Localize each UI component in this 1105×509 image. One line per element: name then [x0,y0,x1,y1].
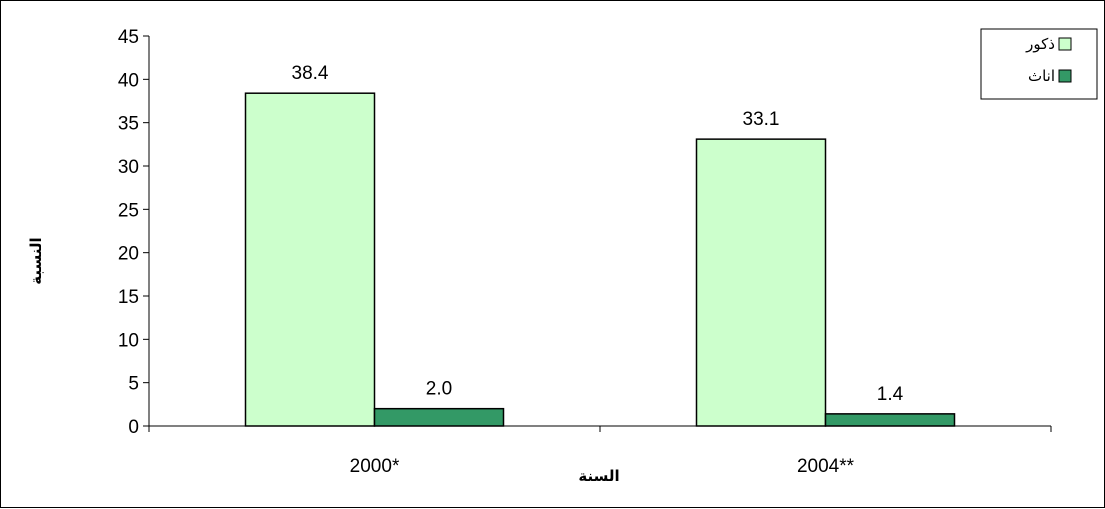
legend-label-females: اناث [1028,67,1055,85]
bar [244,92,376,427]
y-tick-label: 20 [118,244,139,265]
x-axis-title: السنة [578,467,619,485]
legend-swatch-females [1058,69,1072,83]
y-tick-label: 25 [118,200,139,221]
y-tick-label: 40 [118,70,139,91]
data-label: 2.0 [426,379,452,400]
bar [373,407,505,427]
legend-box [980,28,1098,100]
data-label: 38.4 [292,63,329,84]
data-label: 1.4 [877,384,904,405]
y-tick-label: 0 [128,417,139,438]
legend-label-males: ذكور [1025,35,1055,53]
y-tick-label: 30 [118,157,139,178]
y-axis: 0 5 10 15 20 25 30 35 40 45 [118,27,150,438]
bars-group [244,92,956,427]
y-tick-label: 35 [118,114,139,135]
y-tick-label: 45 [118,27,139,48]
legend: ذكور اناث [980,28,1098,100]
x-tick-label: **2004 [797,456,855,477]
y-tick-label: 15 [118,287,139,308]
x-tick-label: *2000 [350,456,400,477]
bar [695,138,827,427]
legend-swatch-males [1058,37,1072,51]
data-labels-group: 38.4 2.0 33.1 1.4 [292,63,904,405]
bar [824,413,956,427]
y-tick-label: 10 [118,330,139,351]
y-tick-label: 5 [128,374,139,395]
y-axis-title: النسبة [27,237,45,284]
data-label: 33.1 [743,109,780,130]
